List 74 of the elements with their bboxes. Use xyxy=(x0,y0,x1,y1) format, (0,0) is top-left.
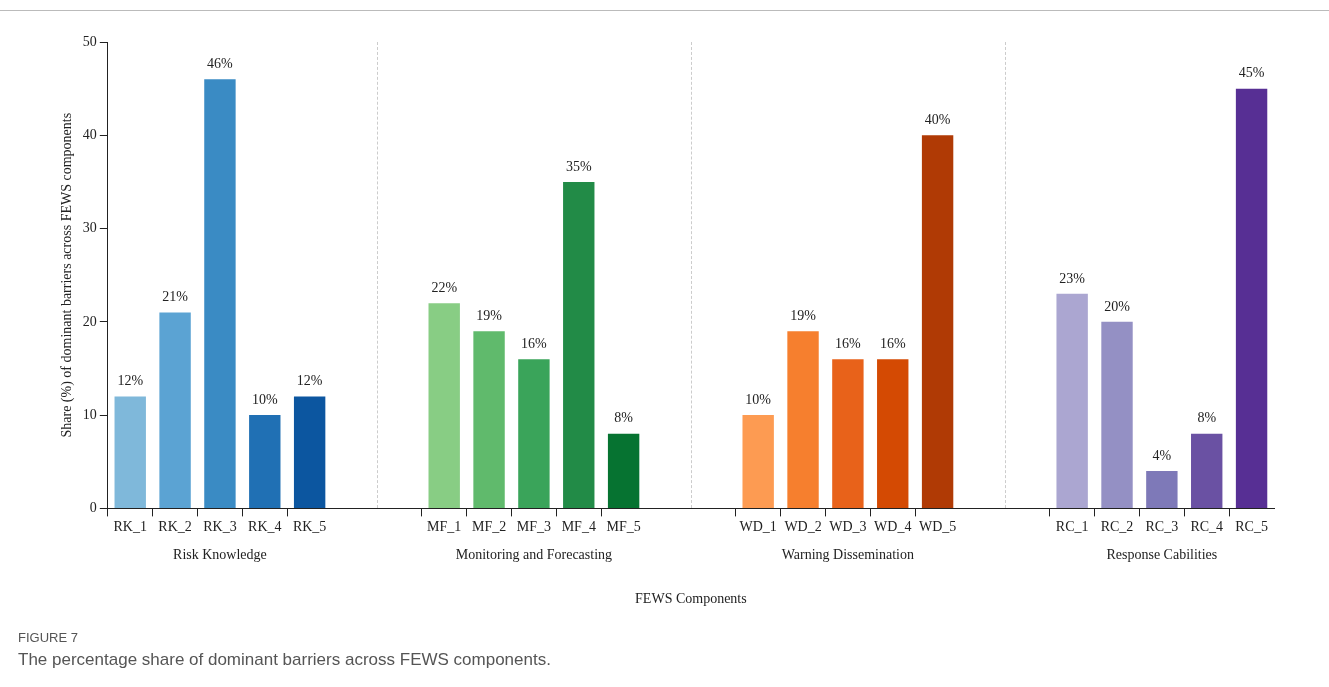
bar xyxy=(1191,433,1223,508)
data-label: 19% xyxy=(476,307,503,323)
y-tick-label: 30 xyxy=(82,220,97,236)
bar xyxy=(159,312,191,508)
data-label: 23% xyxy=(1059,270,1086,286)
bar xyxy=(249,415,281,508)
x-tick-label: RK_3 xyxy=(203,519,237,535)
text: Monitoring and Forecasting xyxy=(455,547,613,563)
data-label: 8% xyxy=(1197,410,1217,426)
text: The percentage share of dominant barriers across FEWS components. xyxy=(18,650,551,670)
bar xyxy=(921,135,954,508)
x-tick-label: WD_5 xyxy=(918,519,957,535)
bar xyxy=(1101,321,1133,508)
x-tick-label: RC_2 xyxy=(1100,519,1134,535)
x-axis-title: FEWS Components xyxy=(635,591,747,607)
bar xyxy=(787,331,819,508)
data-label: 40% xyxy=(924,111,951,127)
caption: FIGURE 7 xyxy=(18,630,78,645)
y-tick-label: 0 xyxy=(89,500,97,516)
data-label: 21% xyxy=(162,289,189,305)
data-label: 8% xyxy=(614,410,634,426)
x-tick-label: RC_4 xyxy=(1190,519,1224,535)
data-label: 16% xyxy=(879,335,906,351)
x-tick-label: RK_2 xyxy=(158,519,192,535)
bar xyxy=(607,433,640,508)
bar xyxy=(114,396,146,508)
y-tick-label: 50 xyxy=(82,33,97,49)
x-tick-label: RC_3 xyxy=(1145,519,1179,535)
data-label: 10% xyxy=(251,391,278,407)
data-label: 19% xyxy=(790,307,817,323)
data-label: 45% xyxy=(1238,65,1265,81)
bar xyxy=(563,181,595,508)
x-tick-label: WD_1 xyxy=(739,519,777,535)
bar xyxy=(1235,88,1268,508)
data-label: 10% xyxy=(745,391,772,407)
x-tick-label: RC_5 xyxy=(1235,519,1268,535)
x-tick-label: WD_3 xyxy=(829,519,867,535)
data-label: 46% xyxy=(207,55,234,71)
x-tick-label: RC_1 xyxy=(1055,519,1089,535)
y-tick-label: 20 xyxy=(82,313,97,329)
data-label: 20% xyxy=(1104,298,1131,314)
data-label: 35% xyxy=(565,158,592,174)
text: Warning Dissemination xyxy=(781,547,915,563)
text: Risk Knowledge xyxy=(173,547,267,563)
y-tick-label: 40 xyxy=(82,126,97,142)
data-label: 16% xyxy=(835,335,862,351)
bar xyxy=(428,303,460,508)
x-tick-label: WD_4 xyxy=(874,519,912,535)
data-label: 12% xyxy=(117,373,144,389)
x-tick-label: MF_2 xyxy=(471,519,507,535)
y-tick-label: 10 xyxy=(82,406,97,422)
bar xyxy=(832,359,864,508)
x-tick-label: MF_3 xyxy=(516,519,552,535)
text: Response Cabilities xyxy=(1106,547,1218,563)
x-tick-label: RK_1 xyxy=(113,519,147,535)
x-tick-label: RK_4 xyxy=(248,519,282,535)
bar xyxy=(518,359,550,508)
bar xyxy=(473,331,505,508)
x-tick-label: MF_5 xyxy=(606,519,641,535)
x-tick-label: WD_2 xyxy=(784,519,822,535)
bar xyxy=(1056,293,1088,508)
bar xyxy=(742,415,774,508)
y-axis-title: Share (%) of dominant barriers across FEWS components xyxy=(59,112,76,438)
x-tick-label: RK_5 xyxy=(292,519,327,535)
bar xyxy=(204,79,236,508)
x-tick-label: MF_1 xyxy=(427,519,462,535)
data-label: 12% xyxy=(296,373,323,389)
data-label: 16% xyxy=(521,335,548,351)
data-label: 22% xyxy=(431,279,458,295)
bar xyxy=(877,359,909,508)
bar xyxy=(1146,471,1178,508)
x-tick-label: MF_4 xyxy=(561,519,596,535)
data-label: 4% xyxy=(1152,447,1172,463)
bar xyxy=(293,396,326,508)
